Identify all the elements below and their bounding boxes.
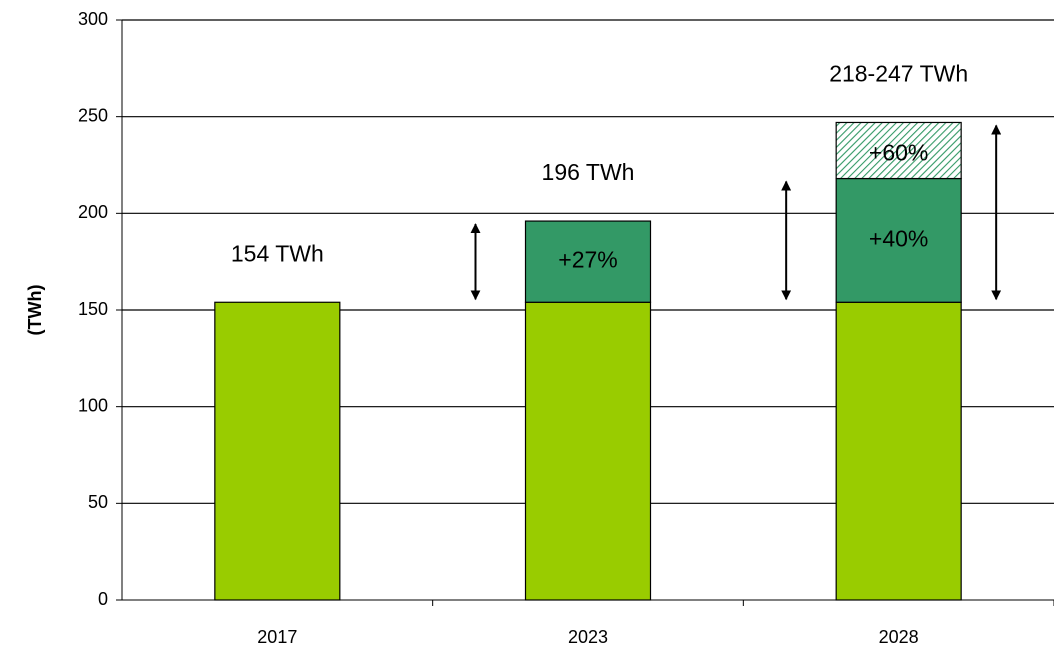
total-label: 218-247 TWh [829,61,968,87]
x-tick-label: 2017 [257,627,297,647]
bar-segment [835,301,962,601]
segment-label: +27% [558,247,617,273]
y-tick-label: 300 [78,9,108,29]
y-tick-label: 200 [78,202,108,222]
x-tick-label: 2023 [568,627,608,647]
segment-label: +40% [869,225,928,251]
y-tick-label: 0 [98,589,108,609]
segment-label: +60% [869,140,928,166]
y-axis-label: (TWh) [25,285,45,336]
y-tick-label: 150 [78,299,108,319]
total-label: 154 TWh [231,240,324,266]
bar-segment [524,301,652,601]
bar-segment [524,220,652,303]
total-label: 196 TWh [542,159,635,185]
x-tick-label: 2028 [879,627,919,647]
y-tick-label: 250 [78,105,108,125]
bar-segment [835,121,962,180]
bar-segment [214,301,341,601]
y-tick-label: 50 [88,492,108,512]
y-tick-label: 100 [78,395,108,415]
